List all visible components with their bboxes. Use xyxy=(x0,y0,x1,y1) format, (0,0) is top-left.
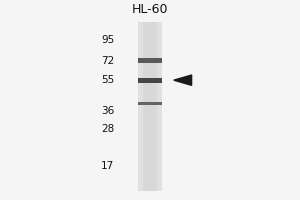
Bar xyxy=(143,22,157,191)
Text: 55: 55 xyxy=(101,75,114,85)
Text: 17: 17 xyxy=(101,161,114,171)
Bar xyxy=(138,78,162,83)
Bar xyxy=(138,22,162,191)
Text: 36: 36 xyxy=(101,106,114,116)
Text: 95: 95 xyxy=(101,35,114,45)
Text: HL-60: HL-60 xyxy=(132,3,169,16)
Bar xyxy=(138,58,162,63)
Bar xyxy=(138,102,162,105)
Text: 28: 28 xyxy=(101,124,114,134)
Text: 72: 72 xyxy=(101,56,114,66)
Polygon shape xyxy=(174,75,192,85)
